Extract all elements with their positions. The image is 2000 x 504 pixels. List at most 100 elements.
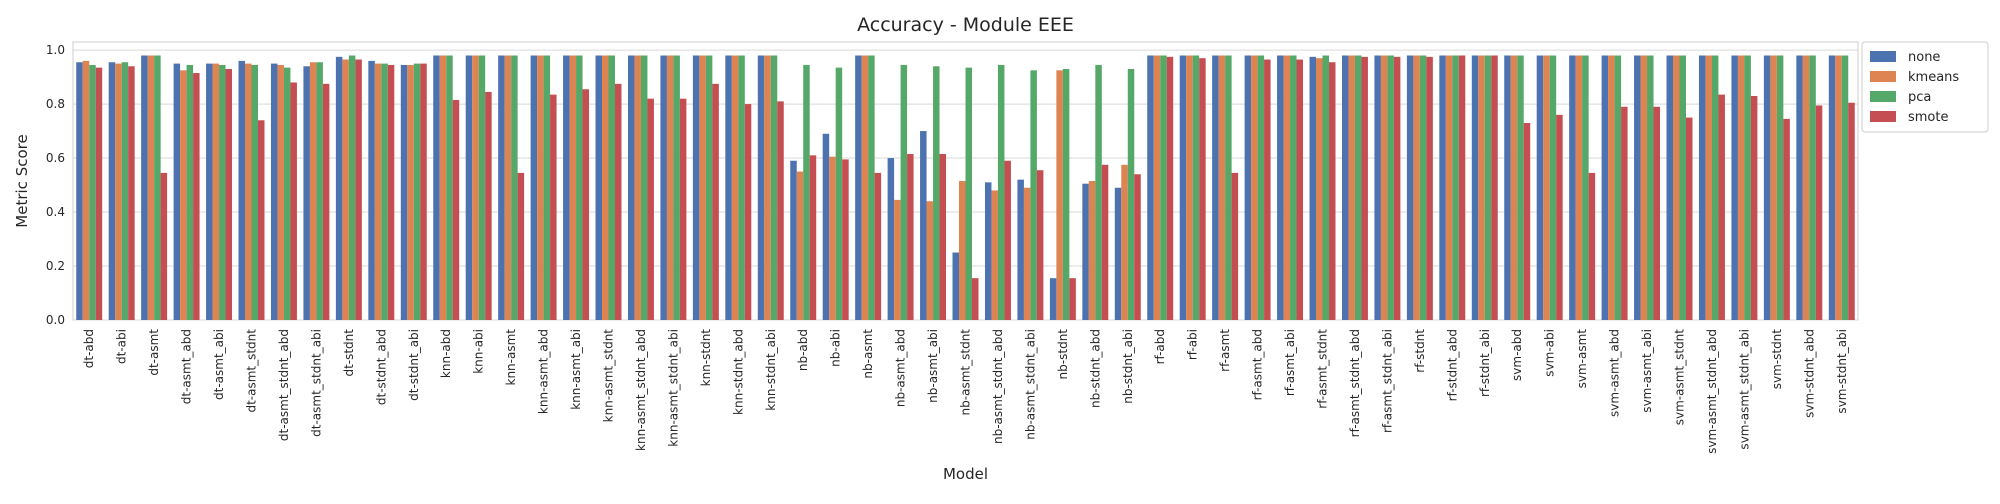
bar-none bbox=[984, 182, 992, 320]
x-tick-label: nb-asmt_stdnt_abd bbox=[991, 329, 1005, 444]
bar-smote bbox=[712, 83, 719, 320]
y-axis-label: Metric Score bbox=[13, 134, 31, 227]
bar-none bbox=[1763, 55, 1771, 320]
bar-smote bbox=[1426, 56, 1433, 320]
bar-pca bbox=[316, 62, 323, 321]
bar-none bbox=[855, 55, 862, 320]
bar-pca bbox=[1127, 68, 1135, 320]
bar-kmeans bbox=[374, 63, 382, 321]
bar-none bbox=[1212, 55, 1219, 320]
bar-kmeans bbox=[959, 181, 966, 320]
bar-smote bbox=[1004, 160, 1011, 320]
bar-none bbox=[920, 131, 927, 320]
bar-smote bbox=[257, 120, 265, 320]
x-tick-label: nb-abi bbox=[829, 329, 843, 367]
bar-none bbox=[206, 63, 213, 321]
bar-kmeans bbox=[731, 55, 739, 320]
bar-pca bbox=[738, 55, 745, 320]
bar-pca bbox=[1387, 55, 1394, 320]
bar-none bbox=[108, 62, 116, 321]
x-tick-label: dt-asmt_abd bbox=[180, 329, 194, 404]
legend: none kmeans pca smote bbox=[1861, 41, 1989, 133]
bar-none bbox=[1439, 55, 1446, 320]
bar-none bbox=[303, 66, 310, 320]
bar-smote bbox=[842, 159, 849, 320]
bar-pca bbox=[933, 66, 940, 320]
x-tick-label: knn-asmt_stdnt bbox=[602, 329, 616, 423]
bar-none bbox=[1147, 55, 1154, 320]
bar-smote bbox=[907, 154, 914, 320]
bar-pca bbox=[1030, 70, 1037, 320]
legend-frame bbox=[1861, 41, 1989, 133]
bar-none bbox=[1504, 55, 1511, 320]
bar-kmeans bbox=[666, 55, 674, 320]
x-tick-label: dt-abd bbox=[82, 329, 96, 368]
bar-kmeans bbox=[245, 63, 252, 321]
bar-none bbox=[952, 252, 960, 320]
y-tick-label: 0.0 bbox=[46, 313, 65, 327]
x-tick-label: rf-abd bbox=[1153, 329, 1167, 364]
y-tick-labels: 0.0 0.2 0.4 0.6 0.8 1.0 bbox=[46, 43, 65, 327]
bar-none bbox=[1244, 55, 1252, 320]
bar-pca bbox=[413, 63, 421, 321]
x-tick-label: rf-stdnt_abd bbox=[1445, 329, 1459, 401]
bar-pca bbox=[1679, 55, 1686, 320]
bar-smote bbox=[517, 172, 525, 320]
x-tick-label: svm-asmt_stdnt bbox=[1673, 329, 1687, 426]
bar-smote bbox=[1718, 94, 1725, 320]
x-tick-label: dt-asmt_stdnt bbox=[245, 329, 259, 413]
bar-smote bbox=[809, 155, 817, 320]
bar-kmeans bbox=[894, 199, 901, 320]
x-tick-label: dt-asmt_abi bbox=[212, 329, 226, 400]
x-tick-label: knn-stdnt_abi bbox=[764, 329, 778, 411]
bar-pca bbox=[1452, 55, 1459, 320]
bar-kmeans bbox=[1770, 55, 1777, 320]
bar-kmeans bbox=[1251, 55, 1258, 320]
bar-smote bbox=[1101, 164, 1109, 320]
bar-none bbox=[530, 55, 538, 320]
x-tick-label: dt-asmt bbox=[147, 329, 161, 376]
bar-smote bbox=[1653, 106, 1661, 320]
bar-kmeans bbox=[1186, 55, 1193, 320]
bar-pca bbox=[900, 64, 908, 321]
x-tick-label: dt-asmt_stdnt_abi bbox=[309, 329, 323, 437]
bar-none bbox=[400, 64, 408, 321]
bar-smote bbox=[874, 172, 882, 320]
bar-none bbox=[498, 55, 505, 320]
bar-kmeans bbox=[1478, 55, 1485, 320]
bar-kmeans bbox=[991, 190, 998, 320]
bar-smote bbox=[1458, 55, 1466, 320]
bar-kmeans bbox=[180, 70, 187, 320]
x-tick-label: knn-asmt_abi bbox=[569, 329, 583, 410]
bar-smote bbox=[1523, 122, 1531, 320]
x-tick-label: svm-abi bbox=[1543, 329, 1557, 377]
x-axis-label: Model bbox=[943, 465, 988, 483]
x-tick-label: rf-asmt_stdnt bbox=[1316, 329, 1330, 409]
x-tick-label: svm-asmt bbox=[1575, 329, 1589, 389]
bar-none bbox=[660, 55, 667, 320]
bar-pca bbox=[1322, 55, 1329, 320]
bar-none bbox=[1471, 55, 1479, 320]
x-tick-label: svm-asmt_abd bbox=[1608, 329, 1622, 417]
bar-pca bbox=[1160, 55, 1167, 320]
x-tick-label: svm-asmt_stdnt_abi bbox=[1737, 329, 1751, 450]
bar-pca bbox=[1647, 55, 1654, 320]
bar-kmeans bbox=[1640, 55, 1648, 320]
bar-smote bbox=[290, 82, 297, 320]
bar-pca bbox=[1614, 55, 1622, 320]
x-tick-label: rf-asmt bbox=[1218, 329, 1232, 372]
bar-kmeans bbox=[115, 63, 122, 321]
bar-smote bbox=[1036, 170, 1044, 320]
bar-smote bbox=[614, 83, 622, 320]
bar-smote bbox=[1621, 106, 1628, 320]
bar-none bbox=[1374, 55, 1381, 320]
bar-kmeans bbox=[1218, 55, 1226, 320]
bar-none bbox=[141, 55, 148, 320]
bar-smote bbox=[485, 91, 492, 320]
bar-none bbox=[887, 158, 895, 320]
bar-kmeans bbox=[1153, 55, 1161, 320]
bar-pca bbox=[283, 67, 291, 320]
bar-none bbox=[822, 133, 830, 320]
bar-smote bbox=[355, 59, 362, 320]
